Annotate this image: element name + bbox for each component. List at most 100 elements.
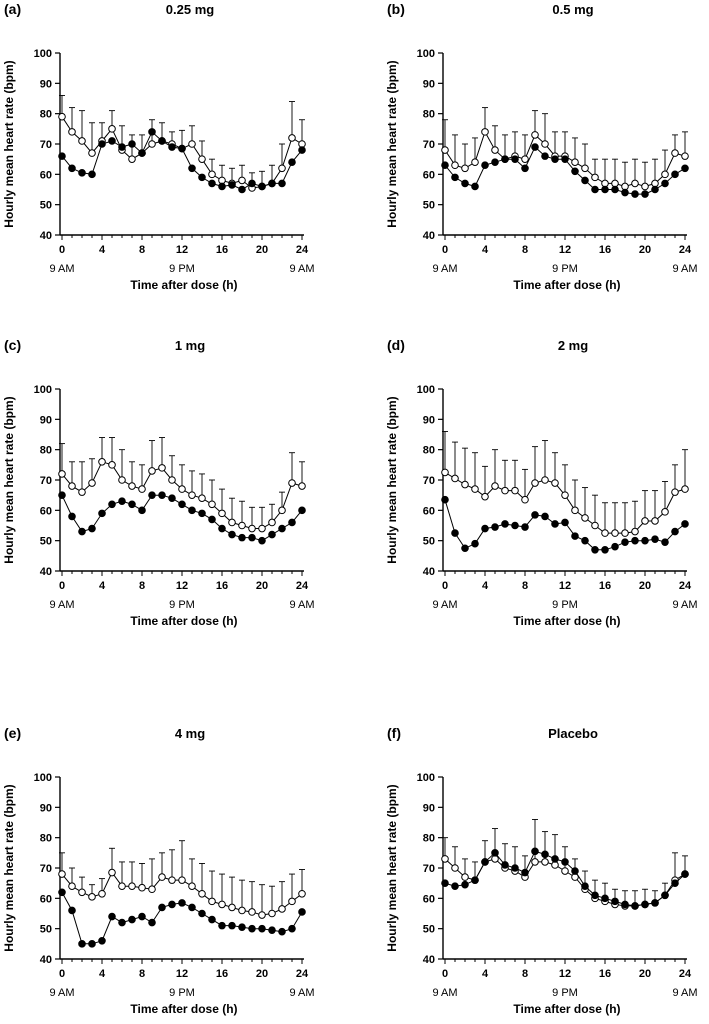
clock-label: 9 PM xyxy=(169,599,195,611)
y-axis-label: Hourly mean heart rate (bpm) xyxy=(2,784,16,951)
data-point xyxy=(461,873,469,881)
data-point xyxy=(58,491,66,499)
data-point xyxy=(611,529,619,537)
data-point xyxy=(531,479,539,487)
y-tick-label: 80 xyxy=(423,833,435,845)
data-point xyxy=(581,514,589,522)
data-point xyxy=(248,524,256,533)
y-tick-label: 40 xyxy=(40,566,52,578)
data-point xyxy=(651,899,659,907)
data-point xyxy=(98,889,106,898)
data-point xyxy=(198,173,206,182)
series-line xyxy=(61,116,303,189)
data-point xyxy=(248,179,256,188)
data-point xyxy=(441,161,449,170)
data-point xyxy=(551,855,559,863)
x-axis-label: Time after dose (h) xyxy=(513,1002,620,1016)
x-tick-label: 8 xyxy=(139,968,145,980)
data-point xyxy=(681,152,689,160)
data-point xyxy=(168,900,176,909)
data-point xyxy=(88,170,96,179)
y-tick-label: 70 xyxy=(40,139,52,151)
data-point xyxy=(298,506,306,515)
data-point xyxy=(128,140,136,148)
y-tick-label: 90 xyxy=(40,414,52,426)
data-point xyxy=(178,899,186,907)
data-point xyxy=(138,149,146,157)
series-filled xyxy=(58,888,306,948)
data-point xyxy=(278,164,286,173)
data-point xyxy=(238,533,246,542)
data-point xyxy=(621,529,629,537)
y-tick-label: 40 xyxy=(423,566,435,578)
data-point xyxy=(128,915,136,924)
y-tick-label: 90 xyxy=(423,414,435,426)
data-point xyxy=(511,486,519,495)
x-tick-label: 0 xyxy=(59,968,65,980)
data-point xyxy=(78,940,86,948)
x-tick-label: 24 xyxy=(296,244,309,256)
data-point xyxy=(521,868,529,877)
data-point xyxy=(288,479,296,487)
clock-label: 9 AM xyxy=(289,987,314,999)
data-point xyxy=(258,524,266,533)
data-point xyxy=(238,923,246,931)
chart-panel-e: (e) 4 mg 40 50 60 70 80 90 100 0 4 8 12 16 20 24 9 AM 9 P… xyxy=(2,725,315,1016)
data-point xyxy=(521,495,529,504)
series-open xyxy=(58,95,306,192)
data-point xyxy=(108,137,116,145)
y-tick-label: 60 xyxy=(40,505,52,517)
data-point xyxy=(148,885,156,894)
data-point xyxy=(158,873,166,881)
data-point xyxy=(531,511,539,519)
y-tick-label: 80 xyxy=(423,445,435,457)
data-point xyxy=(258,536,266,545)
data-point xyxy=(78,488,86,496)
data-point xyxy=(461,179,469,188)
data-point xyxy=(591,545,599,554)
x-tick-label: 20 xyxy=(256,244,268,256)
clock-label: 9 AM xyxy=(432,987,457,999)
clock-label: 9 PM xyxy=(169,263,195,275)
data-point xyxy=(228,903,236,912)
data-point xyxy=(661,891,669,900)
y-tick-label: 70 xyxy=(423,863,435,875)
series-open xyxy=(441,107,689,191)
data-point xyxy=(278,905,286,913)
clock-label: 9 AM xyxy=(672,263,697,275)
clock-label: 9 PM xyxy=(552,987,578,999)
data-point xyxy=(188,903,196,912)
data-point xyxy=(541,858,549,866)
data-point xyxy=(561,858,569,866)
clock-label: 9 PM xyxy=(552,599,578,611)
data-point xyxy=(68,906,76,915)
data-point xyxy=(108,912,116,921)
data-point xyxy=(208,897,216,906)
panel-label: (d) xyxy=(387,337,405,353)
data-point xyxy=(471,158,479,166)
series-open xyxy=(58,437,306,533)
data-point xyxy=(208,179,216,188)
data-point xyxy=(601,185,609,194)
data-point xyxy=(158,137,166,145)
data-point xyxy=(98,509,106,518)
data-point xyxy=(188,164,196,173)
x-tick-label: 16 xyxy=(599,244,611,256)
data-point xyxy=(581,536,589,545)
data-point xyxy=(108,125,116,133)
x-tick-label: 4 xyxy=(99,968,106,980)
data-point xyxy=(571,506,579,515)
data-point xyxy=(451,173,459,182)
data-point xyxy=(681,485,689,493)
data-point xyxy=(631,527,639,536)
data-point xyxy=(298,146,306,154)
data-point xyxy=(268,530,276,539)
data-point xyxy=(441,495,449,504)
data-point xyxy=(68,164,76,173)
chart-panel-a: (a) 0.25 mg 40 50 60 70 80 90 100 0 4 8 12 16 20 24 9 AM… xyxy=(2,1,315,292)
data-point xyxy=(268,909,276,918)
data-point xyxy=(178,485,186,493)
data-point xyxy=(611,542,619,551)
data-point xyxy=(521,155,529,163)
data-point xyxy=(78,169,86,177)
